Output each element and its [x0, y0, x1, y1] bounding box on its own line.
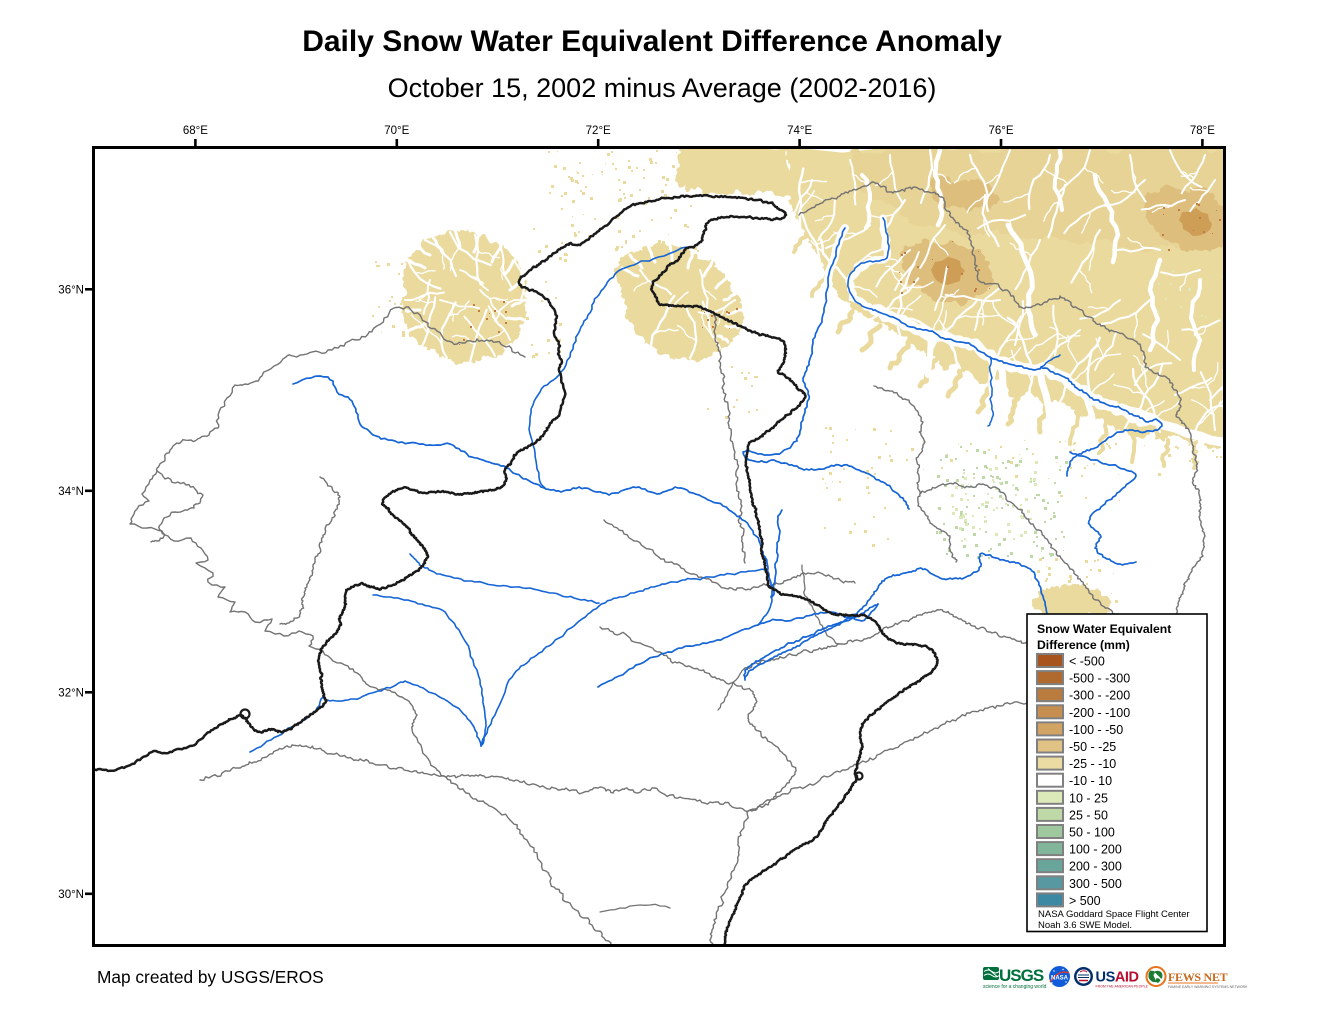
- svg-text:-10 - 10: -10 - 10: [1069, 774, 1112, 788]
- svg-text:200 - 300: 200 - 300: [1069, 860, 1122, 874]
- svg-text:-500 - -300: -500 - -300: [1069, 672, 1130, 686]
- svg-text:72°E: 72°E: [586, 125, 611, 137]
- svg-text:10 - 25: 10 - 25: [1069, 791, 1108, 805]
- svg-text:-25 - -10: -25 - -10: [1069, 757, 1116, 771]
- svg-text:32°N: 32°N: [58, 687, 84, 699]
- svg-text:Map created by USGS/EROS: Map created by USGS/EROS: [97, 967, 324, 987]
- svg-text:NASA: NASA: [1051, 976, 1069, 982]
- svg-text:Noah 3.6 SWE Model.: Noah 3.6 SWE Model.: [1038, 920, 1132, 931]
- svg-text:October 15, 2002 minus Average: October 15, 2002 minus Average (2002-201…: [388, 73, 937, 103]
- svg-text:Daily Snow Water Equivalent Di: Daily Snow Water Equivalent Difference A…: [302, 25, 1002, 58]
- svg-text:Snow Water Equivalent: Snow Water Equivalent: [1037, 622, 1171, 636]
- svg-text:< -500: < -500: [1069, 655, 1105, 669]
- svg-text:-200 - -100: -200 - -100: [1069, 706, 1130, 720]
- svg-text:300 - 500: 300 - 500: [1069, 877, 1122, 891]
- svg-text:68°E: 68°E: [183, 125, 208, 137]
- svg-text:76°E: 76°E: [988, 125, 1013, 137]
- svg-text:100 - 200: 100 - 200: [1069, 843, 1122, 857]
- svg-text:70°E: 70°E: [384, 125, 409, 137]
- svg-text:FROM THE AMERICAN PEOPLE: FROM THE AMERICAN PEOPLE: [1096, 985, 1149, 989]
- svg-text:30°N: 30°N: [58, 889, 84, 901]
- svg-text:-300 - -200: -300 - -200: [1069, 689, 1130, 703]
- svg-text:FAMINE EARLY WARNING SYSTEMS N: FAMINE EARLY WARNING SYSTEMS NETWORK: [1168, 985, 1248, 989]
- svg-text:science for a changing world: science for a changing world: [983, 984, 1047, 990]
- svg-text:78°E: 78°E: [1190, 125, 1215, 137]
- svg-text:25 - 50: 25 - 50: [1069, 808, 1108, 822]
- svg-text:50 - 100: 50 - 100: [1069, 826, 1115, 840]
- svg-text:> 500: > 500: [1069, 894, 1101, 908]
- svg-text:74°E: 74°E: [787, 125, 812, 137]
- svg-text:-100 - -50: -100 - -50: [1069, 723, 1123, 737]
- svg-text:34°N: 34°N: [58, 486, 84, 498]
- svg-text:USAID: USAID: [1096, 970, 1139, 986]
- svg-text:-50 - -25: -50 - -25: [1069, 740, 1116, 754]
- svg-text:FEWS NET: FEWS NET: [1168, 970, 1228, 984]
- svg-text:Difference (mm): Difference (mm): [1037, 638, 1130, 652]
- svg-text:USGS: USGS: [999, 966, 1044, 985]
- svg-text:36°N: 36°N: [58, 284, 84, 296]
- svg-text:NASA Goddard Space Flight Cent: NASA Goddard Space Flight Center: [1038, 909, 1190, 920]
